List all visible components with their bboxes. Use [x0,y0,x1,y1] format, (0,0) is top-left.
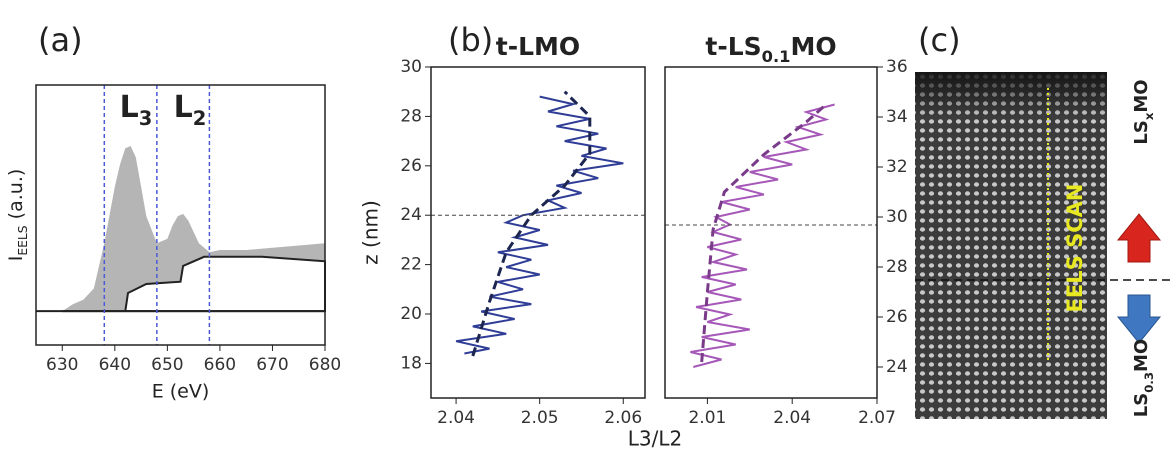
layer-label-part: MO [1131,79,1152,112]
x-tick-label: 2.04 [773,408,811,428]
panel-label: (b) [448,21,493,59]
panel-label: (a) [38,21,83,59]
stem-image [915,72,1107,419]
peak-label: L2 [174,90,207,131]
layer-label-part: MO [1131,339,1152,372]
y-tick-label: 28 [886,257,908,277]
x-axis-label: L3/L2 [628,427,682,451]
x-tick-label: 2.05 [521,408,559,428]
peak-label-part: L [120,90,139,125]
plot-frame [35,84,326,346]
peak-label-part: 3 [139,107,153,130]
y-tick-label: 24 [400,205,422,225]
y-axis-label: IEELS (a.u.) [5,169,30,262]
panel-title-part: MO [790,32,836,61]
y-tick-label: 28 [400,106,422,126]
plot-frame [430,66,646,399]
layer-label: LSxMO [1131,79,1156,144]
layer-label-part: LS [1131,120,1152,144]
y-tick-label: 26 [400,156,422,176]
y-tick-label: 30 [886,207,908,227]
y-tick-label: 22 [400,255,422,275]
y-tick-label: 18 [400,353,422,373]
x-tick-label: 630 [46,355,78,375]
y-axis-label-part: (a.u.) [5,169,27,226]
y-tick-label: 24 [886,357,908,377]
y-axis-label: z (nm) [359,200,383,265]
y-axis-label-part: I [5,256,27,262]
y-tick-label: 20 [400,304,422,324]
panel-label: (c) [918,21,961,59]
x-tick-label: 2.01 [688,408,726,428]
panel-title: t-LS0.1MO [705,32,836,66]
scan-label: EELS SCAN [1063,184,1087,313]
layer-label-part: LS [1131,393,1152,417]
y-tick-label: 30 [400,57,422,77]
peak-label-part: L [174,90,193,125]
y-tick-label: 32 [886,157,908,177]
y-tick-label: 26 [886,307,908,327]
arrow-up [1116,213,1162,263]
panel-title-part: t-LS [705,32,761,61]
layer-label-part: x [1142,112,1156,120]
profile-line [455,95,624,355]
panel-title-part: 0.1 [762,47,791,66]
y-tick-label: 34 [886,107,908,127]
x-tick-label: 640 [99,355,131,375]
y-tick-label: 36 [886,57,908,77]
layer-label: LS0.3MO [1131,339,1156,417]
image-shade [915,72,1107,117]
arrow-down [1116,294,1162,344]
x-tick-label: 2.07 [858,408,896,428]
x-tick-label: 680 [309,355,341,375]
layer-label-part: 0.3 [1142,372,1156,393]
y-axis-label-part: EELS [16,225,30,255]
x-tick-label: 650 [151,355,183,375]
plot-frame [664,66,878,399]
peak-label: L3 [120,90,153,131]
fit-line [700,103,828,363]
fit-line [471,90,592,357]
profile-line [690,103,835,368]
panel-title: t-LMO [496,32,580,61]
peak-label-part: 2 [193,107,207,130]
x-tick-label: 670 [256,355,288,375]
x-axis-label: E (eV) [152,381,210,403]
x-tick-label: 2.04 [437,408,475,428]
image-panel [915,72,1171,419]
x-tick-label: 660 [204,355,236,375]
x-tick-label: 2.06 [604,408,642,428]
